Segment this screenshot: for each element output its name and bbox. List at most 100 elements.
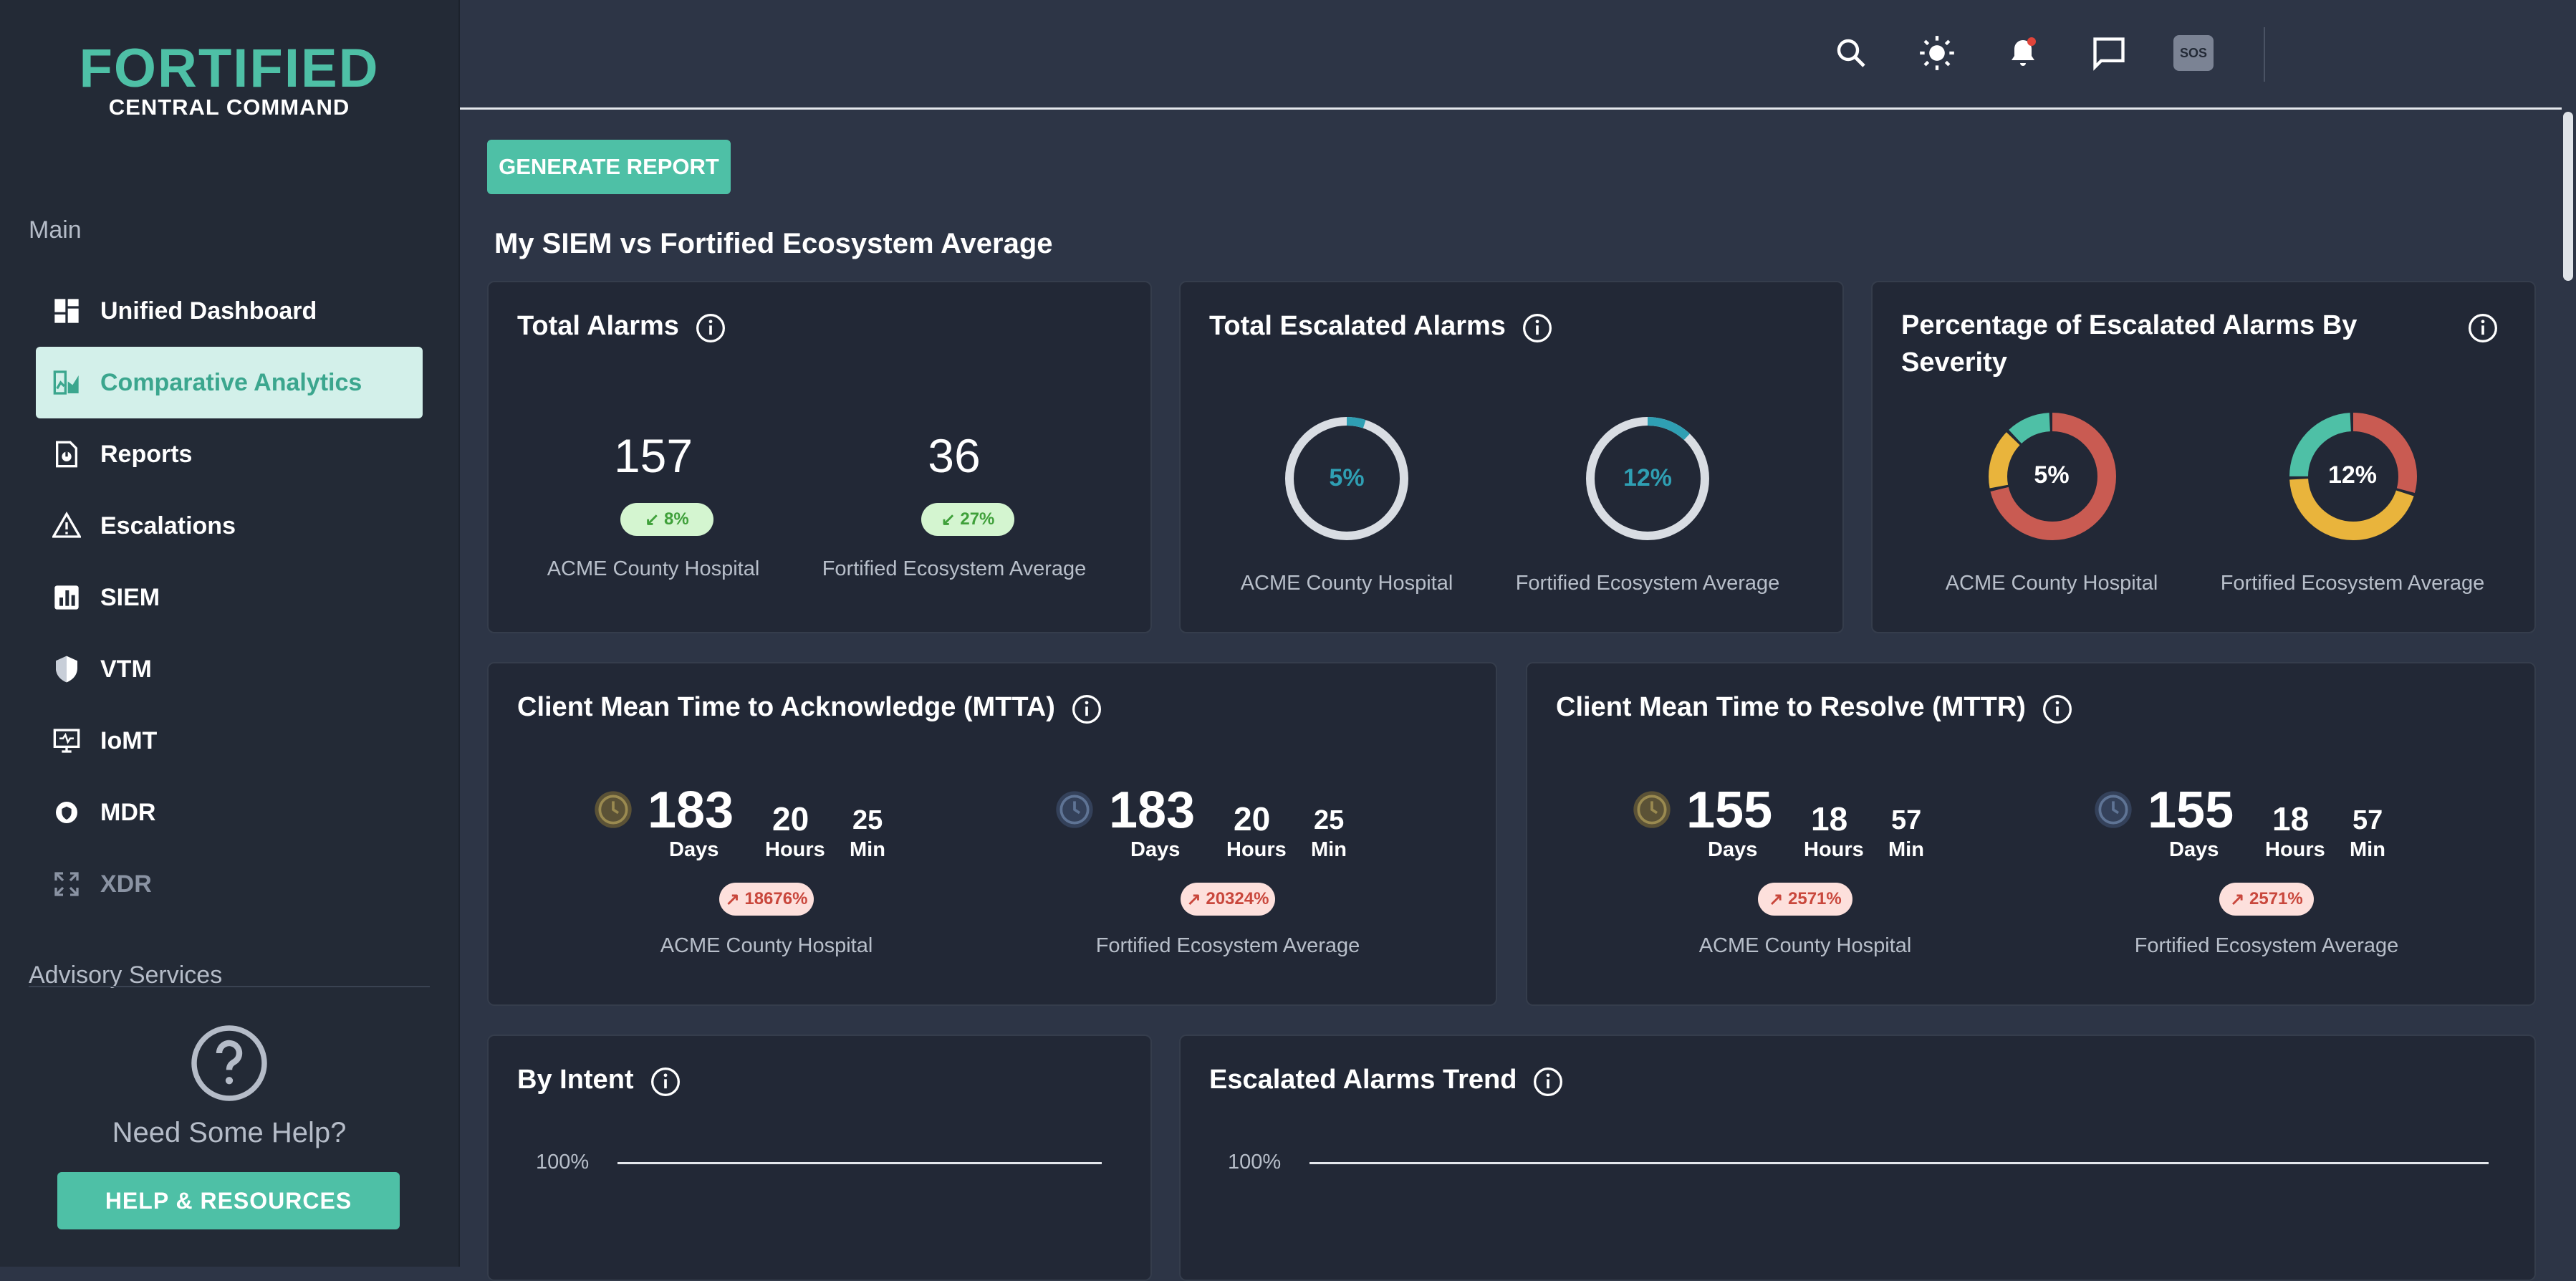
sidebar-item-siem[interactable]: SIEM bbox=[36, 562, 423, 633]
arrow-up-right-icon: ↗ bbox=[725, 889, 745, 909]
unit-hours: Hours bbox=[765, 838, 825, 861]
gridline bbox=[617, 1162, 1102, 1164]
info-icon[interactable] bbox=[1532, 1066, 1564, 1105]
help-title: Need Some Help? bbox=[112, 1117, 347, 1148]
y-axis-label: 100% bbox=[536, 1151, 590, 1174]
card-title-text: Total Escalated Alarms bbox=[1209, 311, 1506, 341]
severity-donut-acme bbox=[1989, 413, 2116, 540]
sidebar-item-unified-dashboard[interactable]: Unified Dashboard bbox=[36, 275, 423, 347]
sidebar-item-label: XDR bbox=[100, 870, 152, 898]
card-total-escalated: Total Escalated Alarms 5% ACME County Ho… bbox=[1179, 281, 1844, 633]
sidebar-item-escalations[interactable]: Escalations bbox=[36, 490, 423, 562]
change-value: 2571% bbox=[1788, 889, 1842, 908]
bar-chart-icon bbox=[50, 581, 83, 614]
dashboard-icon bbox=[50, 294, 83, 327]
sidebar-item-label: SIEM bbox=[100, 583, 160, 611]
shield-icon bbox=[50, 653, 83, 686]
info-icon[interactable] bbox=[2042, 694, 2073, 732]
info-icon[interactable] bbox=[695, 312, 726, 351]
entity-label: Fortified Ecosystem Average bbox=[1515, 572, 1780, 595]
unit-days: Days bbox=[1708, 838, 1758, 861]
entity-label: ACME County Hospital bbox=[1698, 934, 1912, 957]
sidebar-item-iomt[interactable]: IoMT bbox=[36, 705, 423, 777]
section-label-main: Main bbox=[29, 216, 82, 244]
change-value: 27% bbox=[960, 509, 995, 529]
change-badge: ↗ 18676% bbox=[719, 883, 814, 916]
logo-top-text: FORTIFIED bbox=[79, 38, 380, 99]
unit-min: Min bbox=[1888, 838, 1924, 861]
sidebar-item-vtm[interactable]: VTM bbox=[36, 633, 423, 705]
card-mttr: Client Mean Time to Resolve (MTTR) 155 D… bbox=[1526, 662, 2536, 1006]
sidebar-item-xdr[interactable]: XDR bbox=[36, 848, 423, 920]
unit-hours: Hours bbox=[2265, 838, 2325, 861]
entity-label: ACME County Hospital bbox=[1240, 572, 1453, 595]
card-title-text: Client Mean Time to Acknowledge (MTTA) bbox=[517, 692, 1055, 722]
arrow-down-left-icon: ↙ bbox=[941, 509, 961, 529]
bell-icon[interactable] bbox=[2001, 32, 2044, 75]
change-value: 8% bbox=[664, 509, 689, 529]
info-icon[interactable] bbox=[1071, 694, 1102, 732]
card-pct-severity: Percentage of Escalated Alarms By Severi… bbox=[1871, 281, 2536, 633]
card-title: Client Mean Time to Resolve (MTTR) bbox=[1556, 692, 2073, 732]
mttr-days: 155 bbox=[1686, 782, 1773, 839]
logo[interactable]: FORTIFIED CENTRAL COMMAND bbox=[0, 42, 458, 120]
mtta-min: 25 bbox=[852, 805, 883, 835]
monitor-icon bbox=[50, 724, 83, 757]
generate-report-button[interactable]: GENERATE REPORT bbox=[487, 140, 731, 194]
brightness-icon[interactable] bbox=[1916, 32, 1959, 75]
chat-icon[interactable] bbox=[2087, 32, 2130, 75]
change-badge: ↙ 27% bbox=[921, 503, 1014, 536]
mtta-avg-min: 25 bbox=[1314, 805, 1345, 835]
card-title: By Intent bbox=[517, 1065, 681, 1105]
change-badge: ↗ 20324% bbox=[1181, 883, 1275, 916]
change-value: 2571% bbox=[2249, 889, 2303, 908]
card-title-text: Total Alarms bbox=[517, 311, 679, 341]
change-badge: ↙ 8% bbox=[620, 503, 713, 536]
warning-icon bbox=[50, 509, 83, 542]
arrow-up-right-icon: ↗ bbox=[1186, 889, 1206, 909]
arrow-up-right-icon: ↗ bbox=[1769, 889, 1789, 909]
sidebar-item-label: IoMT bbox=[100, 726, 158, 754]
help-section: Need Some Help? bbox=[0, 1023, 458, 1149]
sidebar-item-label: MDR bbox=[100, 798, 156, 826]
entity-label: ACME County Hospital bbox=[1945, 572, 2158, 595]
clock-icon bbox=[1056, 791, 1093, 828]
change-value: 20324% bbox=[1206, 889, 1269, 908]
scrollbar-thumb[interactable] bbox=[2563, 112, 2573, 281]
donut-segment-0 bbox=[1989, 413, 2116, 540]
entity-label: Fortified Ecosystem Average bbox=[822, 557, 1087, 580]
mtta-hours: 20 bbox=[772, 800, 809, 838]
donut-value: 12% bbox=[2327, 461, 2378, 489]
card-title: Client Mean Time to Acknowledge (MTTA) bbox=[517, 692, 1102, 732]
sidebar: FORTIFIED CENTRAL COMMAND Main Unified D… bbox=[0, 0, 460, 1267]
help-resources-button[interactable]: HELP & RESOURCES bbox=[57, 1172, 400, 1229]
donut-segment-1 bbox=[2289, 413, 2417, 540]
sidebar-item-reports[interactable]: Reports bbox=[36, 418, 423, 490]
info-icon[interactable] bbox=[650, 1066, 681, 1105]
clock-icon bbox=[2095, 791, 2132, 828]
scrollbar-track[interactable] bbox=[2562, 107, 2576, 1267]
arrow-down-left-icon: ↙ bbox=[645, 509, 665, 529]
info-icon[interactable] bbox=[1522, 312, 1553, 351]
mtta-avg-hours: 20 bbox=[1234, 800, 1271, 838]
donut-segment-1 bbox=[1989, 413, 2116, 540]
entity-label: Fortified Ecosystem Average bbox=[2134, 934, 2399, 957]
page-title: My SIEM vs Fortified Ecosystem Average bbox=[494, 228, 1053, 259]
change-value: 18676% bbox=[744, 889, 808, 908]
sos-icon[interactable]: SOS bbox=[2172, 32, 2215, 75]
total-alarms-avg-value: 36 bbox=[928, 429, 981, 482]
section-label-advisory: Advisory Services bbox=[29, 961, 223, 989]
ring-progress bbox=[1586, 417, 1709, 540]
unit-min: Min bbox=[1311, 838, 1347, 861]
unit-days: Days bbox=[669, 838, 719, 861]
card-total-alarms: Total Alarms 157 ↙ 8% ACME County Hospit… bbox=[487, 281, 1152, 633]
sidebar-item-mdr[interactable]: MDR bbox=[36, 777, 423, 848]
info-icon[interactable] bbox=[2467, 312, 2499, 347]
mtta-avg-days: 183 bbox=[1109, 782, 1196, 839]
unit-min: Min bbox=[2350, 838, 2385, 861]
clock-icon bbox=[1633, 791, 1671, 828]
search-icon[interactable] bbox=[1830, 32, 1873, 75]
sidebar-item-comparative-analytics[interactable]: Comparative Analytics bbox=[36, 347, 423, 418]
severity-donut-avg bbox=[2289, 413, 2417, 540]
change-badge: ↗ 2571% bbox=[1758, 883, 1852, 916]
